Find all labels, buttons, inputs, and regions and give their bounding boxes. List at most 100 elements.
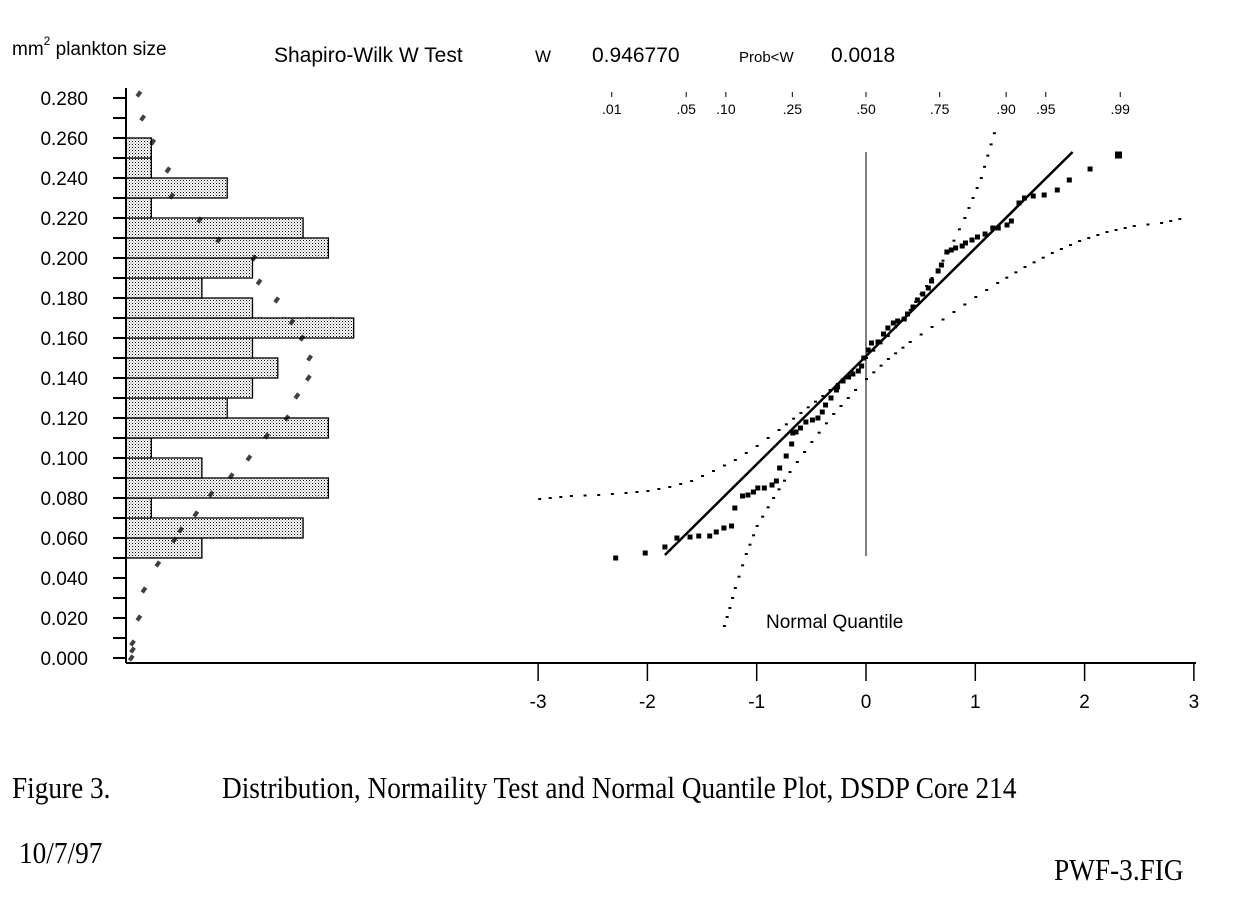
lower-confidence-mark (894, 352, 898, 355)
density-curve-mark (250, 254, 258, 262)
data-point (1054, 187, 1060, 193)
data-point (755, 485, 761, 491)
data-point (789, 441, 795, 447)
data-point (777, 465, 783, 471)
prob-axis-label: .99 (1110, 101, 1130, 117)
upper-confidence-mark (886, 335, 890, 337)
upper-confidence-mark (992, 132, 996, 135)
lower-confidence-mark (728, 607, 732, 609)
density-curve-mark (263, 432, 270, 440)
density-curve-mark (135, 614, 143, 622)
density-curve-mark (127, 654, 135, 662)
upper-confidence-mark (813, 400, 817, 403)
lower-confidence-mark (1059, 248, 1063, 250)
histogram-bar (125, 297, 254, 319)
density-curve-mark (245, 454, 253, 462)
y-tick-label: 0.100 (40, 449, 88, 470)
lower-confidence-mark (788, 471, 792, 473)
upper-confidence-mark (679, 483, 683, 485)
lower-confidence-mark (901, 346, 905, 349)
data-point (739, 493, 745, 499)
lower-confidence-mark (744, 553, 748, 555)
reference-line (664, 151, 1074, 556)
upper-confidence-mark (646, 490, 650, 492)
density-curve-mark (196, 216, 203, 224)
histogram-bar (125, 257, 254, 279)
lower-confidence-mark (741, 564, 745, 567)
data-point (797, 425, 803, 431)
histogram-bar (125, 517, 304, 539)
lower-confidence-mark (1105, 231, 1109, 233)
upper-confidence-mark (821, 395, 825, 397)
density-curve-mark (154, 560, 162, 568)
lower-confidence-mark (1032, 261, 1036, 264)
normal-density-curve (127, 90, 313, 662)
data-point (1021, 195, 1027, 201)
lower-confidence-mark (1146, 223, 1150, 226)
y-axis-title-base: mm (12, 39, 44, 60)
lower-confidence-mark (783, 479, 787, 482)
data-point (910, 304, 916, 310)
data-point (729, 523, 735, 529)
data-point (1008, 218, 1014, 224)
lower-confidence-mark (733, 587, 737, 589)
lower-confidence-mark (879, 364, 883, 367)
lower-confidence-mark (832, 413, 836, 415)
upper-confidence-mark (777, 429, 781, 431)
lower-confidence-mark (908, 341, 912, 343)
density-curve-mark (227, 472, 235, 480)
upper-confidence-mark (872, 349, 876, 352)
x-tick-label: 2 (1079, 692, 1090, 713)
data-point (707, 533, 713, 539)
data-point (948, 247, 954, 253)
data-point (1087, 166, 1093, 172)
data-point (880, 331, 886, 337)
upper-confidence-mark (784, 423, 788, 426)
y-axis-title: mm2 plankton size (12, 34, 167, 60)
lower-confidence-mark (752, 534, 756, 537)
lower-confidence-mark (919, 333, 923, 336)
lower-confidence-mark (1041, 256, 1045, 259)
data-point (721, 525, 727, 531)
histogram-bar (125, 137, 152, 159)
data-point (840, 378, 846, 384)
data-point (713, 529, 719, 535)
upper-confidence-mark (583, 494, 587, 497)
y-tick-label: 0.040 (40, 569, 88, 590)
data-point (1041, 192, 1047, 198)
lower-confidence-mark (761, 515, 765, 518)
upper-confidence-mark (755, 445, 759, 447)
data-point (995, 225, 1001, 231)
confidence-bands (538, 132, 1182, 627)
data-point (935, 268, 941, 274)
upper-confidence-mark (701, 475, 705, 477)
y-tick-label: 0.080 (40, 489, 88, 510)
density-curve-mark (305, 374, 312, 382)
data-point (696, 533, 702, 539)
lower-confidence-mark (886, 358, 890, 360)
upper-confidence-mark (624, 492, 628, 494)
density-curve-mark (170, 536, 178, 544)
upper-confidence-mark (983, 165, 987, 168)
upper-confidence-mark (957, 228, 961, 231)
data-point (895, 318, 901, 324)
data-point (905, 311, 911, 317)
data-point (901, 316, 907, 322)
density-curve-mark (135, 90, 143, 98)
normal-quantile-plot (613, 151, 1122, 561)
upper-confidence-mark (879, 342, 883, 345)
upper-confidence-mark (952, 239, 956, 242)
lower-confidence-mark (772, 497, 776, 499)
data-point (642, 550, 648, 556)
data-point (953, 245, 959, 251)
data-point (1004, 222, 1010, 228)
density-curve-mark (306, 354, 313, 362)
lower-confidence-mark (1123, 227, 1127, 229)
y-axis: 0.000 0.020 0.040 0.060 0.080 0.100 0.120 0.140… (40, 88, 127, 670)
data-point (929, 278, 935, 284)
lower-confidence-mark (1014, 271, 1018, 274)
data-point (974, 234, 980, 240)
prob-axis-label: .05 (676, 101, 696, 117)
data-point (885, 325, 891, 331)
